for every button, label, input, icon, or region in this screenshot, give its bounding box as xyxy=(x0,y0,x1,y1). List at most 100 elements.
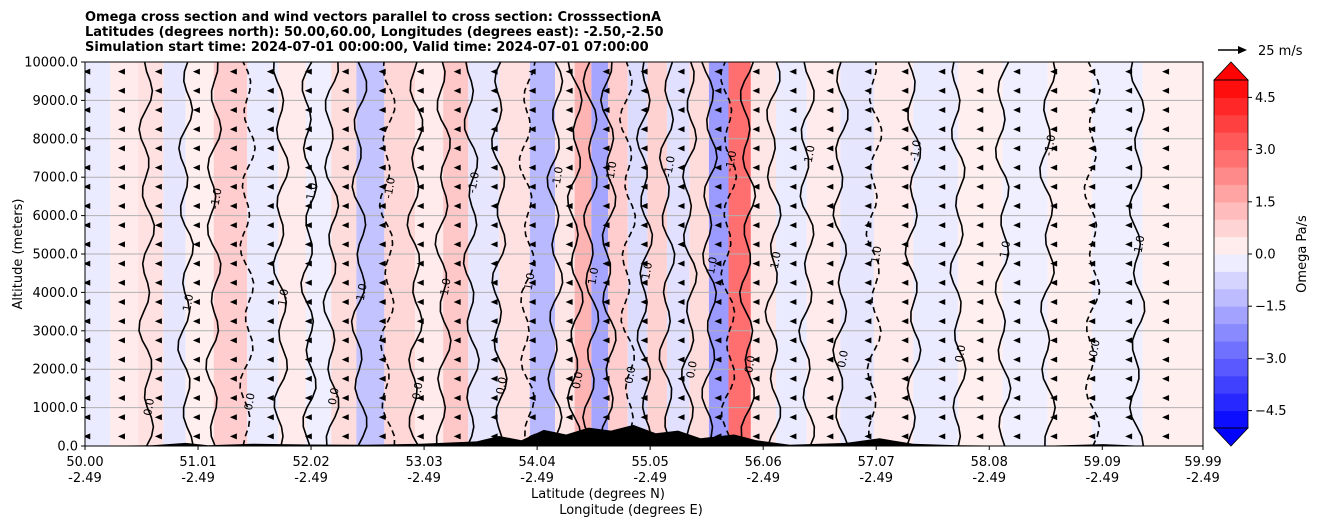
x-tick-label-latitude: 54.04 xyxy=(519,455,556,470)
wind-vector-arrow xyxy=(85,414,91,421)
wind-vector-arrow xyxy=(602,299,610,305)
wind-vector-arrow xyxy=(416,126,424,133)
wind-vector-arrow xyxy=(901,433,909,440)
wind-vector-arrow xyxy=(789,356,797,363)
wind-vector-arrow xyxy=(1088,145,1096,152)
wind-vector-arrow xyxy=(938,337,946,344)
wind-vector-arrow xyxy=(490,222,498,229)
wind-vector-arrow xyxy=(490,203,498,209)
wind-vector-arrow xyxy=(528,279,536,286)
wind-vector-arrow xyxy=(117,68,125,75)
wind-vector-arrow xyxy=(677,356,685,363)
omega-contour-line xyxy=(239,62,256,446)
colorbar-tick-label: 4.5 xyxy=(1255,91,1276,106)
wind-vector-arrow xyxy=(976,356,984,363)
wind-vector-arrow xyxy=(1050,145,1058,152)
wind-vector-arrow xyxy=(976,318,984,325)
wind-vector-arrow xyxy=(1125,414,1133,421)
wind-vector-arrow xyxy=(192,318,200,325)
wind-vector-arrow xyxy=(341,375,349,382)
wind-vector-arrow xyxy=(714,222,722,229)
wind-vector-arrow xyxy=(453,126,461,133)
omega-contour-line xyxy=(1083,62,1101,446)
wind-vector-arrow xyxy=(714,375,722,382)
wind-vector-arrow xyxy=(117,107,125,113)
wind-vector-arrow xyxy=(528,375,536,382)
wind-vector-arrow xyxy=(602,87,610,94)
wind-vector-arrow xyxy=(640,318,648,325)
wind-vector-arrow xyxy=(490,241,498,248)
y-tick-label: 9000.0 xyxy=(33,94,79,109)
wind-vector-arrow xyxy=(602,337,610,344)
wind-vector-arrow xyxy=(901,203,909,209)
wind-vector-arrow xyxy=(453,203,461,209)
wind-vector-arrow xyxy=(677,203,685,209)
wind-vector-arrow xyxy=(565,68,573,75)
wind-vector-arrow xyxy=(266,356,274,363)
wind-vector-arrow xyxy=(453,145,461,152)
wind-vector-arrow xyxy=(229,299,237,305)
wind-vector-arrow xyxy=(341,260,349,267)
wind-vector-arrow xyxy=(640,279,648,286)
wind-vector-arrow xyxy=(714,87,722,94)
wind-vector-arrow xyxy=(1088,203,1096,209)
wind-vector-arrow xyxy=(304,279,312,286)
wind-vector-arrow xyxy=(229,260,237,267)
wind-vector-arrow xyxy=(565,222,573,229)
wind-vector-arrow xyxy=(938,375,946,382)
wind-vector-arrow xyxy=(938,87,946,94)
wind-vector-arrow xyxy=(864,145,872,152)
wind-vector-arrow xyxy=(677,318,685,325)
wind-vector-arrow xyxy=(565,299,573,305)
colorbar-ticks: 4.5 3.0 1.5 0.0 −1.5 −3.0 −4.5 xyxy=(1248,91,1287,419)
wind-vector-arrow xyxy=(416,222,424,229)
wind-vector-arrow xyxy=(752,414,760,421)
wind-vector-arrow xyxy=(789,395,797,401)
wind-vector-arrow xyxy=(154,279,162,286)
wind-vector-arrow xyxy=(1125,433,1133,440)
wind-vector-arrow xyxy=(714,395,722,401)
wind-vector-arrow xyxy=(826,145,834,152)
x-tick-label-longitude: -2.49 xyxy=(746,471,780,486)
wind-vector-arrow xyxy=(378,145,386,152)
wind-vector-arrow xyxy=(341,107,349,113)
wind-vector-arrow xyxy=(1088,375,1096,382)
wind-vector-arrow xyxy=(453,68,461,75)
wind-vector-arrow xyxy=(752,203,760,209)
wind-vector-arrow xyxy=(714,145,722,152)
wind-vector-arrow xyxy=(1088,260,1096,267)
wind-vector-arrow xyxy=(341,337,349,344)
omega-contour-line xyxy=(599,62,617,446)
contour-label: 1.0 xyxy=(768,250,784,269)
wind-vector-arrow xyxy=(304,107,312,113)
wind-vector-arrow xyxy=(85,126,91,133)
wind-vector-arrow xyxy=(938,356,946,363)
wind-vector-arrow xyxy=(192,222,200,229)
wind-vector-arrow xyxy=(266,126,274,133)
wind-vector-arrow xyxy=(752,183,760,190)
wind-vector-arrow xyxy=(1125,279,1133,286)
wind-vector-arrow xyxy=(229,279,237,286)
wind-vector-arrow xyxy=(752,299,760,305)
wind-vector-arrow xyxy=(1013,87,1021,94)
wind-vector-arrow xyxy=(1125,145,1133,152)
wind-vector-arrow xyxy=(490,145,498,152)
wind-vector-arrow xyxy=(602,260,610,267)
y-tick-label: 5000.0 xyxy=(33,248,79,263)
wind-vector-arrow xyxy=(826,414,834,421)
terrain-shape xyxy=(85,424,1203,446)
wind-vector-arrow xyxy=(976,375,984,382)
wind-vector-arrow xyxy=(1162,279,1170,286)
wind-vector-arrow xyxy=(565,375,573,382)
wind-vector-arrow xyxy=(416,87,424,94)
wind-vector-arrow xyxy=(192,356,200,363)
wind-vector-arrow xyxy=(85,375,91,382)
wind-vector-arrow xyxy=(453,414,461,421)
x-tick-label-longitude: -2.49 xyxy=(859,471,893,486)
wind-vector-arrow xyxy=(117,241,125,248)
wind-vector-arrow xyxy=(789,126,797,133)
wind-vector-arrow xyxy=(677,222,685,229)
wind-vector-arrow xyxy=(714,414,722,421)
wind-vector-arrow xyxy=(789,260,797,267)
wind-vector-arrow xyxy=(1050,356,1058,363)
